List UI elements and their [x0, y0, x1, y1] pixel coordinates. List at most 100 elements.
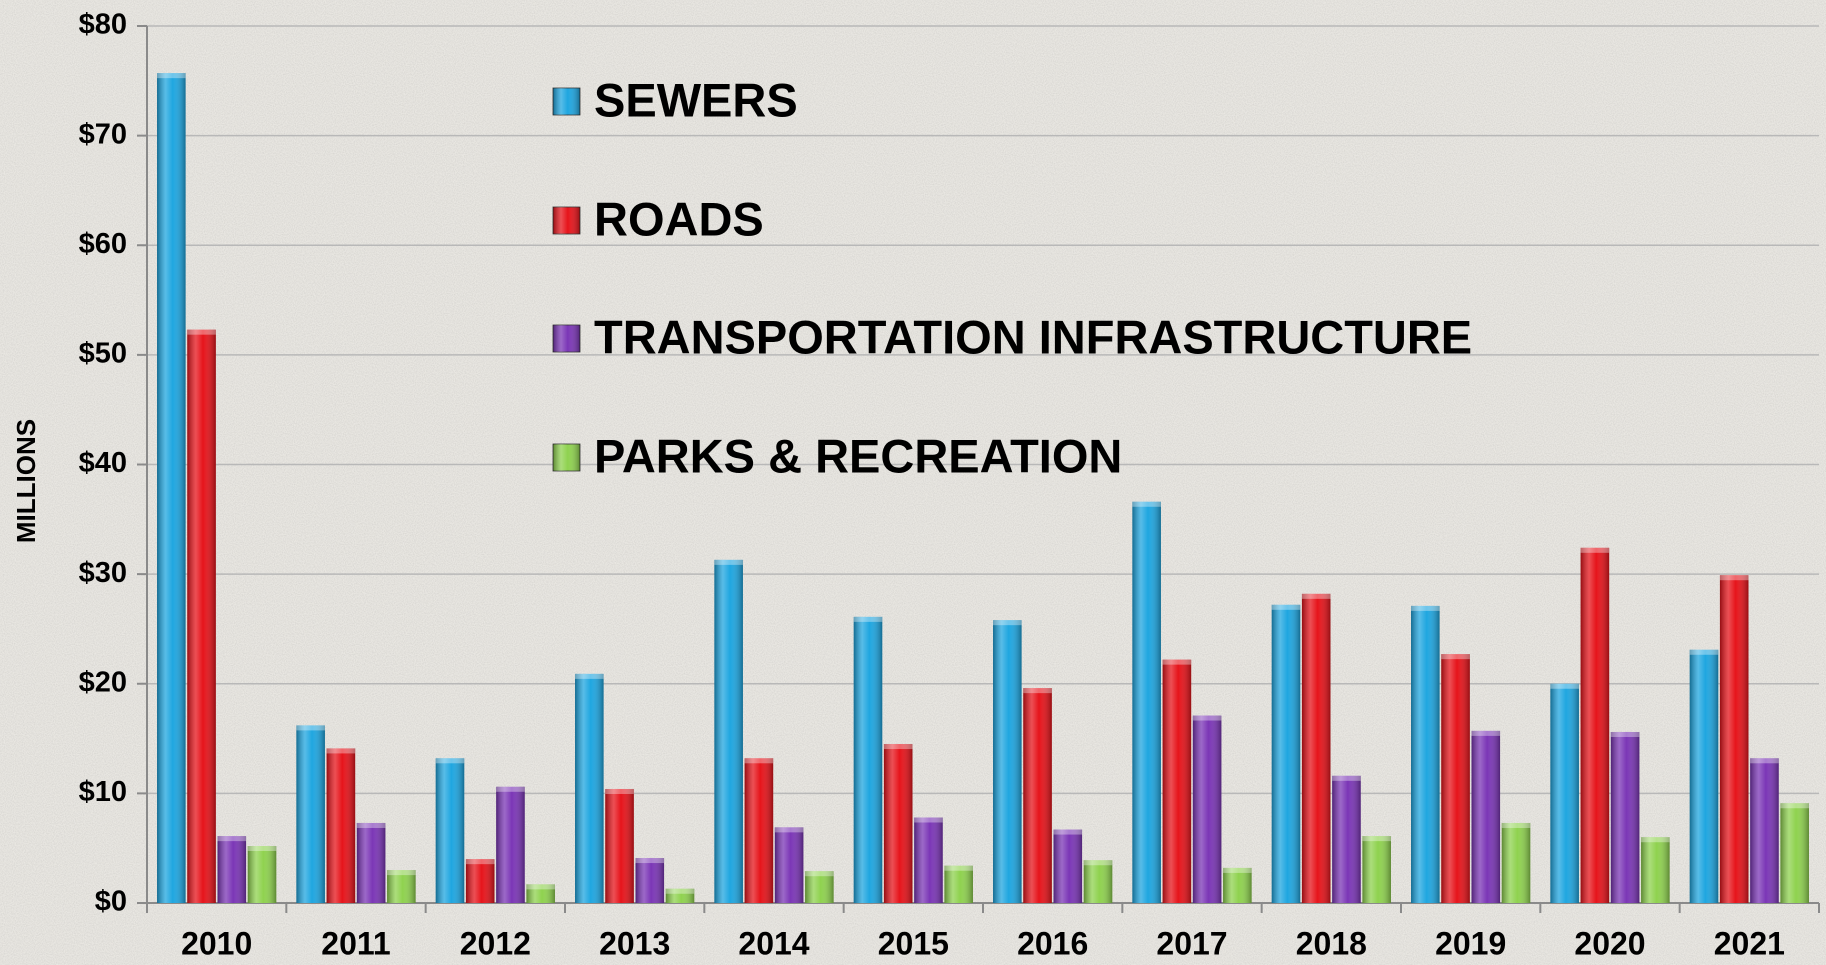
- bar-cap: [387, 870, 416, 876]
- bar-shade: [326, 748, 356, 903]
- bar-cap: [1719, 575, 1749, 581]
- bar: [1471, 730, 1501, 903]
- bar-shade: [605, 788, 634, 903]
- bar-cap: [914, 817, 943, 823]
- bar-cap: [435, 758, 465, 764]
- bar-shade: [1411, 605, 1440, 903]
- bar-shade: [187, 329, 216, 903]
- bar-cap: [1053, 829, 1083, 835]
- bar-cap: [1780, 803, 1809, 809]
- bar: [575, 673, 604, 903]
- bar: [247, 845, 277, 903]
- bar: [187, 329, 216, 903]
- bar: [1223, 867, 1252, 903]
- bar-cap: [883, 744, 913, 750]
- bar: [1689, 649, 1719, 903]
- bar-cap: [944, 865, 973, 871]
- bar-cap: [1750, 758, 1779, 764]
- x-tick-label: 2010: [181, 925, 252, 961]
- bar-cap: [575, 673, 604, 679]
- bar-shade: [944, 865, 973, 903]
- bar: [465, 859, 495, 903]
- bar: [526, 884, 555, 903]
- x-tick-label: 2020: [1574, 925, 1645, 961]
- bar: [993, 620, 1022, 903]
- bar-cap: [1271, 604, 1301, 610]
- x-tick-label: 2014: [738, 925, 809, 961]
- bar-shade: [1271, 604, 1301, 903]
- bar-cap: [465, 859, 495, 865]
- bar-cap: [1162, 659, 1192, 665]
- bar-cap: [1411, 605, 1440, 611]
- legend-label: PARKS & RECREATION: [594, 429, 1122, 482]
- bar-cap: [1501, 822, 1531, 828]
- x-tick-label: 2018: [1296, 925, 1367, 961]
- bar-shade: [744, 758, 774, 903]
- bar-shade: [1780, 803, 1809, 903]
- x-tick-label: 2019: [1435, 925, 1506, 961]
- bar: [326, 748, 356, 903]
- bar: [1750, 758, 1779, 903]
- bar-shade: [1023, 688, 1052, 903]
- x-tick-label: 2021: [1714, 925, 1785, 961]
- bar: [217, 836, 247, 903]
- y-tick-label: $20: [79, 666, 127, 698]
- bar: [605, 788, 634, 903]
- bar-cap: [1301, 593, 1331, 599]
- bar: [665, 888, 695, 903]
- bar: [1501, 822, 1531, 903]
- bar: [774, 827, 804, 903]
- bar-cap: [1362, 836, 1391, 842]
- legend-label: SEWERS: [594, 73, 798, 126]
- bar-cap: [1441, 654, 1470, 660]
- bar-shade: [1053, 829, 1083, 903]
- bar-shade: [1689, 649, 1719, 903]
- bar: [1083, 860, 1113, 903]
- bar-cap: [356, 822, 386, 828]
- legend-swatch-shade: [553, 444, 580, 471]
- bar-shade: [774, 827, 804, 903]
- bar-cap: [635, 858, 665, 864]
- bar-shade: [1332, 775, 1361, 903]
- bar-cap: [526, 884, 555, 890]
- bar: [1332, 775, 1361, 903]
- bar-shade: [1083, 860, 1113, 903]
- bar-shade: [1301, 593, 1331, 903]
- x-tick-label: 2012: [460, 925, 531, 961]
- legend-swatch-shade: [553, 325, 580, 352]
- bar-shade: [1162, 659, 1192, 903]
- bar-cap: [1641, 837, 1670, 843]
- bar-shade: [665, 888, 695, 903]
- bar-shade: [635, 858, 665, 903]
- bar-cap: [993, 620, 1022, 626]
- bar: [157, 73, 186, 904]
- bar-shade: [1192, 715, 1222, 903]
- bar-cap: [187, 329, 216, 335]
- bar: [1411, 605, 1440, 903]
- bar-cap: [1332, 775, 1361, 781]
- bar-shade: [1610, 731, 1640, 903]
- bar-shade: [1641, 837, 1670, 903]
- x-tick-label: 2017: [1156, 925, 1227, 961]
- bar-shade: [1132, 501, 1161, 903]
- bar-shade: [993, 620, 1022, 903]
- bar-cap: [1610, 731, 1640, 737]
- bar: [1192, 715, 1222, 903]
- bar-shade: [356, 822, 386, 903]
- bar: [1550, 683, 1579, 903]
- y-tick-label: $0: [95, 886, 127, 918]
- bar-cap: [296, 725, 325, 731]
- bar-cap: [326, 748, 356, 754]
- bar-shade: [1362, 836, 1391, 903]
- bar: [1023, 688, 1052, 903]
- bar-shade: [575, 673, 604, 903]
- bar-shade: [247, 845, 277, 903]
- bar-cap: [1223, 867, 1252, 873]
- bar: [1610, 731, 1640, 903]
- bar-cap: [714, 559, 743, 565]
- bar: [805, 871, 834, 903]
- bar: [1301, 593, 1331, 903]
- bar-shade: [1750, 758, 1779, 903]
- bar-shade: [1471, 730, 1501, 903]
